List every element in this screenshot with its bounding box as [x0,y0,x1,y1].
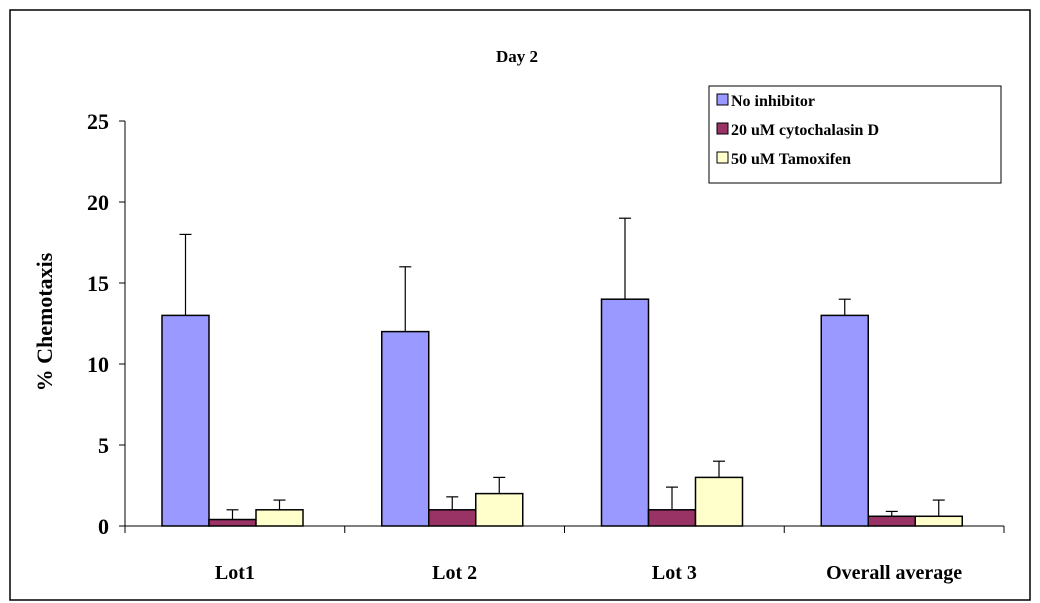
error-bar [273,499,286,510]
bar [914,515,963,527]
y-tick-label: 20 [87,190,109,215]
bar [867,515,916,527]
chart-title: Day 2 [496,47,538,66]
category-labels: Lot1 Lot 2 Lot 3 Overall average [215,562,962,584]
error-bar [493,476,506,494]
bar [161,314,210,527]
x-category-label: Lot1 [215,562,255,584]
y-tick-label: 0 [98,514,109,539]
y-tick-label: 25 [87,109,109,134]
y-tick-label: 5 [98,433,109,458]
legend: No inhibitor 20 uM cytochalasin D 50 uM Ta… [708,85,1002,184]
y-tick-label: 15 [87,271,109,296]
bar [255,509,304,527]
legend-label: No inhibitor [731,93,815,110]
bar [475,492,524,527]
legend-box [708,85,1002,184]
y-tick-label: 10 [87,352,109,377]
x-category-label: Lot 2 [432,562,477,584]
error-bar [399,266,412,332]
error-bar [666,486,678,510]
error-bar [838,298,851,316]
error-bar [885,510,898,517]
legend-swatch [716,151,729,164]
error-bar [932,499,945,517]
legend-label: 20 uM cytochalasin D [731,122,879,139]
bar [600,298,650,527]
bar [381,330,430,527]
error-bar [713,460,725,478]
legend-swatch [716,93,729,106]
bar [694,476,744,527]
error-bar [179,233,192,316]
error-bars [179,217,945,520]
error-bar [446,496,459,510]
bars [161,298,963,527]
x-category-label: Lot 3 [652,562,697,584]
x-category-label: Overall average [826,562,962,584]
bar [428,509,477,527]
legend-swatch [716,122,729,135]
y-axis-label: % Chemotaxis [32,252,57,391]
bar [647,509,697,527]
error-bar [619,217,631,300]
legend-label: 50 uM Tamoxifen [731,151,851,168]
bar [208,518,257,527]
bar [820,314,869,527]
error-bar [226,509,239,520]
